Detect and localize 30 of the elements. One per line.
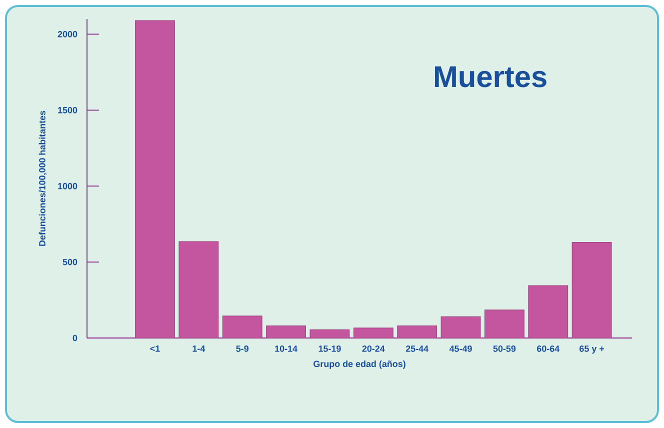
- x-tick-label: 45-49: [449, 346, 472, 352]
- x-tick-label: 25-44: [406, 346, 428, 352]
- bar: [222, 316, 262, 338]
- bar: [528, 285, 568, 338]
- x-axis-title: Grupo de edad (años): [314, 360, 406, 369]
- x-tick-label: 60-64: [537, 346, 560, 352]
- y-axis-title: Defunciones/100,000 habitantes: [38, 110, 47, 246]
- x-tick-label: 10-14: [275, 346, 298, 352]
- y-tick-label: 1500: [58, 106, 78, 114]
- bar: [266, 326, 306, 338]
- y-tick-label: 2000: [58, 31, 78, 38]
- bar: [310, 329, 350, 338]
- bar: [572, 242, 612, 338]
- bar: [440, 316, 481, 338]
- bar: [178, 241, 219, 338]
- x-tick-label: 15-19: [318, 346, 341, 352]
- bar: [484, 310, 524, 338]
- x-tick-label: 50-59: [493, 346, 516, 352]
- x-tick-label: 20-24: [362, 346, 385, 352]
- x-tick-label: 5-9: [236, 346, 248, 352]
- x-tick-label: 65 y +: [580, 346, 604, 354]
- y-tick-label: 1000: [58, 182, 78, 190]
- x-tick-label: 1-4: [192, 346, 206, 352]
- bar: [353, 328, 394, 338]
- bar: [397, 326, 438, 338]
- x-tick-label: <1: [150, 346, 160, 352]
- bar: [135, 20, 175, 338]
- y-tick-label: 0: [72, 334, 78, 342]
- text: Muertes: [435, 66, 546, 88]
- y-tick-label: 500: [62, 258, 78, 266]
